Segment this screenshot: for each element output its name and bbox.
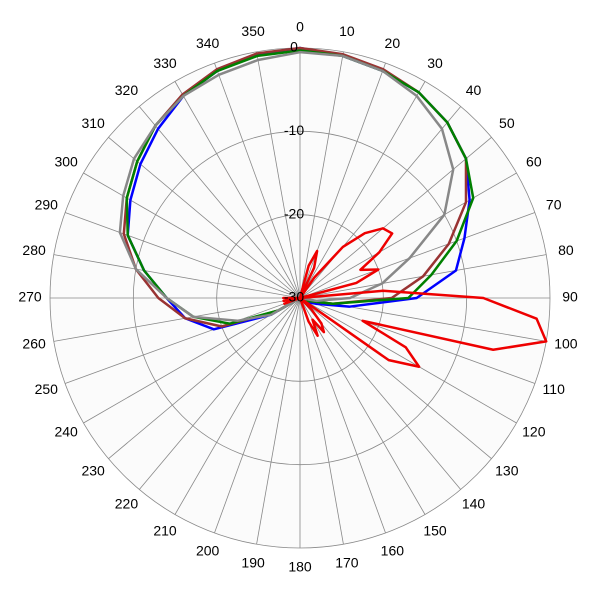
angle-grid-line [299,172,517,299]
angle-tick-label: 340 [196,35,220,51]
angle-tick-label: 90 [562,289,578,305]
angle-grid-line [214,297,301,534]
angle-grid-line [299,212,536,299]
angle-grid-line [299,297,462,490]
angle-tick-label: 70 [546,196,562,212]
angle-grid-line [299,297,426,515]
angle-tick-label: 190 [241,555,265,571]
angle-tick-label: 180 [288,559,312,575]
angle-tick-label: 260 [22,336,46,352]
angle-grid-line [299,136,492,299]
angle-grid-line [214,62,301,299]
angle-grid-line [138,297,301,490]
angle-tick-label: 30 [427,55,443,71]
angle-tick-label: 250 [35,381,59,397]
angle-tick-label: 100 [554,336,578,352]
angle-tick-label: 200 [196,542,220,558]
radial-tick-label: 0 [290,39,298,55]
angle-tick-label: 220 [115,496,139,512]
angle-tick-label: 130 [495,462,519,478]
angle-tick-label: 270 [18,289,42,305]
angle-tick-label: 350 [241,23,265,39]
angle-grid-line [138,106,301,299]
angle-grid-line [83,297,301,424]
angle-tick-label: 150 [423,523,447,539]
angle-grid-line [299,81,426,299]
angle-grid-line [256,51,301,299]
angle-grid-line [299,297,492,460]
radial-tick-label: -30 [284,289,304,305]
angle-tick-label: 290 [35,196,59,212]
angle-grid-line [299,106,462,299]
angle-tick-label: 160 [381,542,405,558]
angle-grid-line [53,254,301,299]
angle-tick-label: 40 [466,82,482,98]
angle-grid-line [299,297,517,424]
angle-tick-label: 310 [81,115,105,131]
angle-grid-line [174,81,301,299]
angle-grid-line [299,51,344,299]
angle-grid-line [53,297,301,342]
angle-tick-label: 240 [54,424,78,440]
angle-tick-label: 300 [54,154,78,170]
angle-grid-line [256,297,301,545]
series-line [118,50,455,323]
angle-grid-line [108,297,301,460]
angle-tick-label: 20 [385,35,401,51]
radial-tick-label: -10 [284,122,304,138]
angle-grid-line [64,212,301,299]
angle-tick-label: 60 [526,154,542,170]
angle-tick-label: 230 [81,462,105,478]
angle-tick-label: 110 [543,381,566,397]
angle-grid-line [299,297,536,384]
angle-tick-label: 0 [296,19,304,35]
angle-tick-label: 10 [339,23,355,39]
angle-grid-line [83,172,301,299]
series-line [282,227,548,368]
angle-grid-line [299,62,386,299]
angle-tick-label: 170 [335,555,359,571]
angle-tick-label: 210 [153,523,177,539]
angle-tick-label: 50 [499,115,515,131]
angle-grid-line [299,297,386,534]
angle-tick-label: 140 [462,496,486,512]
angle-tick-label: 80 [558,242,574,258]
angle-tick-label: 330 [153,55,177,71]
angle-grid-line [299,297,344,545]
angle-grid-line [174,297,301,515]
angle-grid-line [64,297,301,384]
radial-tick-label: -20 [284,205,304,221]
angle-tick-label: 280 [22,242,46,258]
angle-tick-label: 320 [115,82,139,98]
angle-tick-label: 120 [522,424,546,440]
